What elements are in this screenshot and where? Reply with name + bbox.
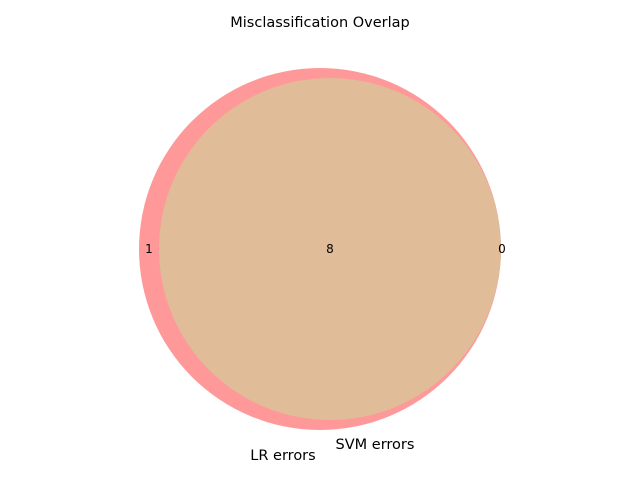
- intersection-region: [159, 78, 501, 420]
- set-label-b: SVM errors: [336, 437, 415, 453]
- chart-title: Misclassification Overlap: [230, 15, 410, 31]
- region-count-only-b: 0: [498, 242, 506, 256]
- set-label-a: LR errors: [250, 448, 315, 464]
- region-count-only-a: 1: [145, 242, 153, 256]
- region-count-both: 8: [326, 242, 334, 256]
